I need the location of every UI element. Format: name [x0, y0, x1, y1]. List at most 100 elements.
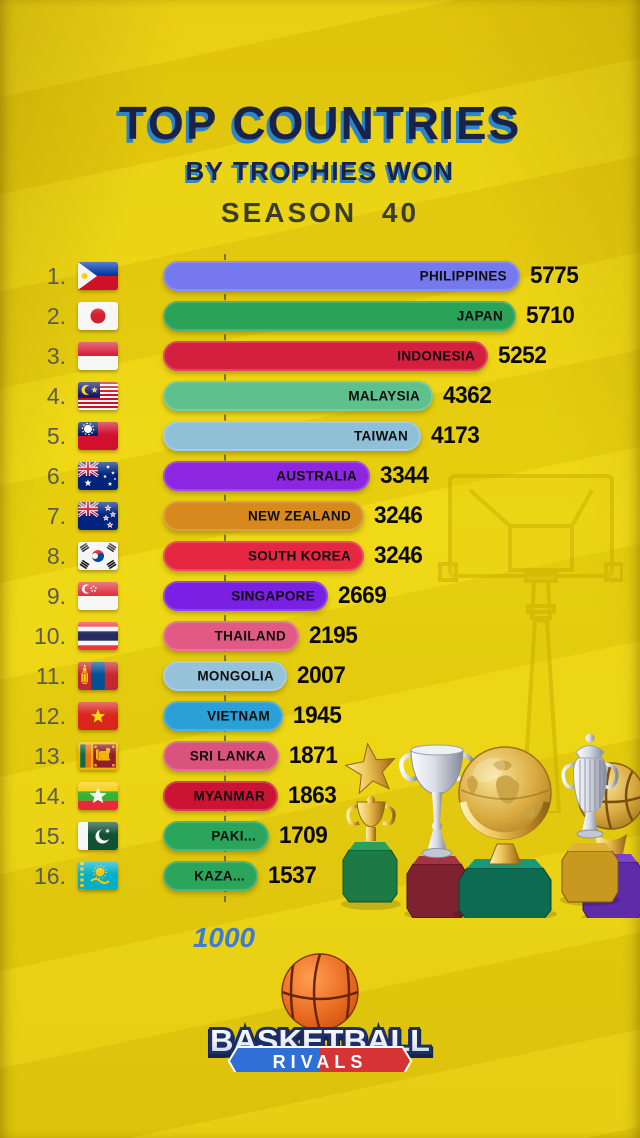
star-trophy-icon	[341, 742, 401, 910]
bar: PHILIPPINES	[163, 261, 520, 291]
value-label: 2669	[338, 582, 387, 609]
basketball-icon	[281, 953, 359, 1031]
axis-gridline-label: 1000	[192, 922, 256, 953]
table-row: 8. SOUTH KOREA 3246	[0, 536, 640, 576]
japan-flag-icon	[78, 302, 118, 330]
bar: VIETNAM	[163, 701, 283, 731]
value-label: 5710	[526, 302, 575, 329]
globe-trophy-icon	[453, 746, 557, 918]
table-row: 12. VIETNAM 1945	[0, 696, 640, 736]
basketball-hoop-icon	[438, 474, 623, 813]
country-label: SINGAPORE	[231, 588, 315, 604]
bar: MYANMAR	[163, 781, 278, 811]
bar: THAILAND	[163, 621, 299, 651]
country-label: PHILIPPINES	[419, 268, 507, 284]
value-label: 1945	[293, 702, 342, 729]
country-label: INDONESIA	[397, 348, 475, 364]
bar: KAZA...	[163, 861, 258, 891]
country-label: THAILAND	[214, 628, 286, 644]
rank-label: 12.	[34, 702, 66, 729]
table-row: 6. AUSTRALIA 3344	[0, 456, 640, 496]
value-label: 2195	[309, 622, 358, 649]
rank-label: 7.	[46, 502, 66, 529]
bar: SINGAPORE	[163, 581, 328, 611]
indonesia-flag-icon	[78, 342, 118, 370]
bar: AUSTRALIA	[163, 461, 370, 491]
chart-rows: 1. PHILIPPINES 5775 2. JAPAN 5710 3. IND…	[0, 256, 640, 896]
value-label: 1537	[268, 862, 317, 889]
bar: TAIWAN	[163, 421, 421, 451]
table-row: 3. INDONESIA 5252	[0, 336, 640, 376]
country-label: SRI LANKA	[189, 748, 266, 764]
table-row: 13. SRI LANKA 1871	[0, 736, 640, 776]
bar: SRI LANKA	[163, 741, 279, 771]
table-row: 1. PHILIPPINES 5775	[0, 256, 640, 296]
country-label: TAIWAN	[353, 428, 408, 444]
country-label: JAPAN	[456, 308, 503, 324]
myanmar-flag-icon	[78, 782, 118, 810]
table-row: 7. NEW ZEALAND 3246	[0, 496, 640, 536]
country-label: PAKI...	[211, 828, 256, 844]
rank-label: 2.	[46, 302, 66, 329]
australia-flag-icon	[78, 462, 118, 490]
rank-label: 8.	[46, 542, 66, 569]
bar: MALAYSIA	[163, 381, 433, 411]
value-label: 5775	[530, 262, 579, 289]
value-label: 4173	[431, 422, 480, 449]
logo-banner: RIVALS	[227, 1046, 413, 1072]
bar: JAPAN	[163, 301, 516, 331]
silver-cup-trophy-icon	[399, 744, 475, 918]
rank-label: 16.	[34, 862, 66, 889]
value-label: 3246	[374, 502, 423, 529]
table-row: 5. TAIWAN 4173	[0, 416, 640, 456]
thailand-flag-icon	[78, 622, 118, 650]
rank-label: 5.	[46, 422, 66, 449]
rank-label: 14.	[34, 782, 66, 809]
table-row: 16. KAZA... 1537	[0, 856, 640, 896]
bar: NEW ZEALAND	[163, 501, 364, 531]
rank-label: 3.	[46, 342, 66, 369]
rank-label: 11.	[35, 662, 66, 689]
rank-label: 4.	[46, 382, 66, 409]
vietnam-flag-icon	[78, 702, 118, 730]
country-label: KAZA...	[194, 868, 245, 884]
table-row: 2. JAPAN 5710	[0, 296, 640, 336]
country-label: VIETNAM	[207, 708, 270, 724]
season-label: SEASON 40	[220, 197, 420, 228]
value-label: 2007	[297, 662, 346, 689]
rank-label: 15.	[34, 822, 66, 849]
table-row: 14. MYANMAR 1863	[0, 776, 640, 816]
gridline-dashed	[224, 254, 226, 902]
country-label: SOUTH KOREA	[247, 548, 351, 564]
bar: SOUTH KOREA	[163, 541, 364, 571]
value-label: 5252	[498, 342, 547, 369]
value-label: 1871	[289, 742, 338, 769]
bar: INDONESIA	[163, 341, 488, 371]
philippines-flag-icon	[78, 262, 118, 290]
page-title: TOP COUNTRIES	[118, 97, 522, 149]
value-label: 4362	[443, 382, 492, 409]
south-korea-flag-icon	[78, 542, 118, 570]
trophies-graphic	[341, 733, 640, 918]
malaysia-flag-icon	[78, 382, 118, 410]
table-row: 15. PAKI... 1709	[0, 816, 640, 856]
table-row: 11. MONGOLIA 2007	[0, 656, 640, 696]
rank-label: 10.	[34, 622, 66, 649]
rank-label: 13.	[34, 742, 66, 769]
rank-label: 6.	[46, 462, 66, 489]
country-label: AUSTRALIA	[276, 468, 357, 484]
singapore-flag-icon	[78, 582, 118, 610]
pakistan-flag-icon	[78, 822, 118, 850]
kazakhstan-flag-icon	[78, 862, 118, 890]
logo-tagline: RIVALS	[273, 1052, 368, 1072]
value-label: 1863	[288, 782, 337, 809]
value-label: 3344	[380, 462, 429, 489]
table-row: 4. MALAYSIA 4362	[0, 376, 640, 416]
bar: MONGOLIA	[163, 661, 287, 691]
mongolia-flag-icon	[78, 662, 118, 690]
page-subtitle: BY TROPHIES WON	[185, 156, 455, 186]
rank-label: 9.	[46, 582, 66, 609]
country-label: MALAYSIA	[348, 388, 420, 404]
